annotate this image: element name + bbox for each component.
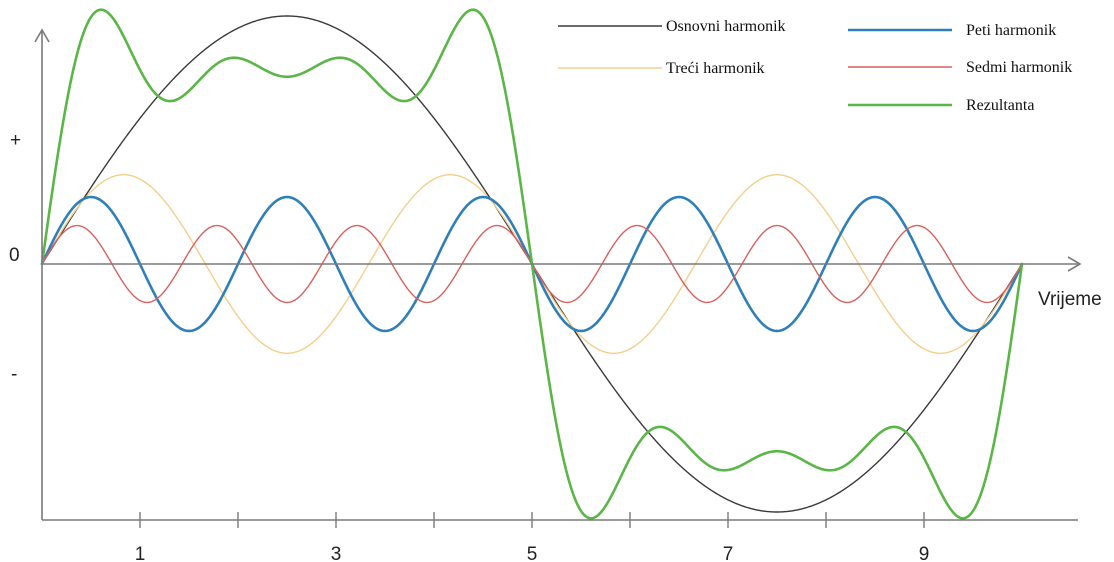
legend-label: Sedmi harmonik — [966, 59, 1072, 76]
x-ticks: 1 3 5 7 9 — [135, 512, 930, 562]
x-tick-label: 7 — [723, 544, 734, 562]
legend-label: Peti harmonik — [966, 22, 1056, 39]
y-axis-arrow — [34, 28, 50, 43]
legend-label: Treći harmonik — [666, 60, 765, 77]
y-plus-label: + — [10, 130, 21, 151]
y-zero-label: 0 — [9, 245, 20, 266]
x-tick-label: 3 — [331, 544, 342, 562]
legend-label: Osnovni harmonik — [666, 18, 786, 35]
x-axis-label: Vrijeme — [1038, 289, 1102, 310]
y-minus-label: - — [11, 364, 17, 385]
x-tick-label: 1 — [135, 544, 146, 562]
legend-label: Rezultanta — [966, 97, 1034, 114]
legend: Osnovni harmonik Treći harmonik Peti harmo… — [558, 18, 1072, 114]
x-tick-label: 5 — [527, 544, 538, 562]
x-tick-label: 9 — [919, 544, 930, 562]
zero-axis-arrow — [1067, 256, 1082, 272]
